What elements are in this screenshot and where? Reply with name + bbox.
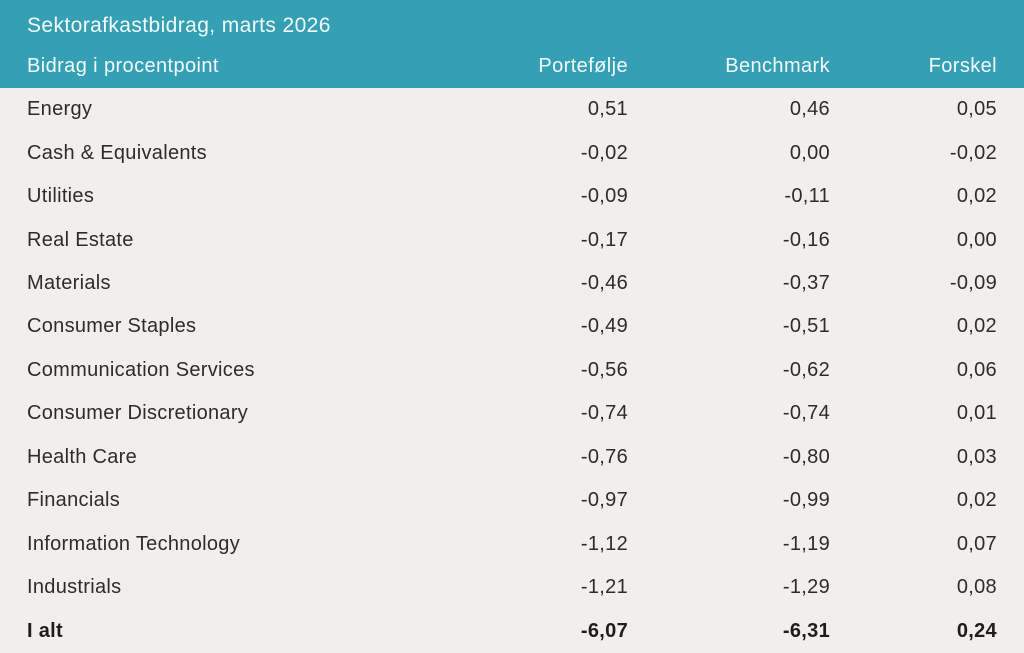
sector-label: Cash & Equivalents — [27, 141, 207, 164]
forskel-value: 0,02 — [956, 185, 997, 208]
column-header-forskel: Forskel — [928, 54, 997, 77]
total-benchmark-value: -6,31 — [782, 619, 830, 642]
benchmark-value: 0,46 — [789, 98, 830, 121]
sector-label: Consumer Staples — [27, 315, 197, 338]
sector-label: Information Technology — [27, 532, 241, 555]
benchmark-value: -0,51 — [782, 315, 830, 338]
sector-label: Materials — [27, 272, 111, 295]
total-row: I alt -6,07 -6,31 0,24 — [0, 609, 1024, 652]
table-row: Financials -0,97 -0,99 0,02 — [0, 479, 1024, 522]
table-row: Materials -0,46 -0,37 -0,09 — [0, 262, 1024, 305]
sector-label: Energy — [27, 98, 93, 121]
forskel-value: 0,01 — [956, 402, 997, 425]
table-row: Health Care -0,76 -0,80 0,03 — [0, 436, 1024, 479]
column-header-benchmark: Benchmark — [725, 54, 830, 77]
table-row: Cash & Equivalents -0,02 0,00 -0,02 — [0, 131, 1024, 174]
forskel-value: -0,09 — [949, 272, 997, 295]
benchmark-value: -1,19 — [782, 532, 830, 555]
portefolje-value: -0,56 — [580, 358, 628, 381]
column-header-row: Bidrag i procentpoint Portefølje Benchma… — [0, 44, 1024, 88]
table-title-row: Sektorafkastbidrag, marts 2026 — [0, 0, 1024, 44]
portefolje-value: 0,51 — [587, 98, 628, 121]
column-header-portefolje: Portefølje — [538, 54, 628, 77]
sector-label: Utilities — [27, 185, 95, 208]
portefolje-value: -1,12 — [580, 532, 628, 555]
portefolje-value: -0,97 — [580, 489, 628, 512]
table-row: Utilities -0,09 -0,11 0,02 — [0, 175, 1024, 218]
forskel-value: 0,06 — [956, 358, 997, 381]
table-row: Energy 0,51 0,46 0,05 — [0, 88, 1024, 131]
benchmark-value: 0,00 — [789, 141, 830, 164]
portefolje-value: -0,46 — [580, 272, 628, 295]
portefolje-value: -0,09 — [580, 185, 628, 208]
benchmark-value: -0,62 — [782, 358, 830, 381]
benchmark-value: -0,37 — [782, 272, 830, 295]
forskel-value: 0,05 — [956, 98, 997, 121]
table-row: Industrials -1,21 -1,29 0,08 — [0, 566, 1024, 609]
sector-label: Industrials — [27, 576, 122, 599]
portefolje-value: -0,74 — [580, 402, 628, 425]
portefolje-value: -0,02 — [580, 141, 628, 164]
benchmark-value: -1,29 — [782, 576, 830, 599]
table-row: Communication Services -0,56 -0,62 0,06 — [0, 349, 1024, 392]
table-header: Sektorafkastbidrag, marts 2026 Bidrag i … — [0, 0, 1024, 88]
table-row: Consumer Discretionary -0,74 -0,74 0,01 — [0, 392, 1024, 435]
sector-label: Financials — [27, 489, 121, 512]
table-body: Energy 0,51 0,46 0,05 Cash & Equivalents… — [0, 88, 1024, 653]
forskel-value: -0,02 — [949, 141, 997, 164]
forskel-value: 0,07 — [956, 532, 997, 555]
forskel-value: 0,03 — [956, 445, 997, 468]
portefolje-value: -0,49 — [580, 315, 628, 338]
benchmark-value: -0,74 — [782, 402, 830, 425]
forskel-value: 0,00 — [956, 228, 997, 251]
benchmark-value: -0,80 — [782, 445, 830, 468]
sector-label: Communication Services — [27, 358, 255, 381]
benchmark-value: -0,16 — [782, 228, 830, 251]
forskel-value: 0,02 — [956, 315, 997, 338]
sector-label: Consumer Discretionary — [27, 402, 249, 425]
total-forskel-value: 0,24 — [956, 619, 997, 642]
forskel-value: 0,08 — [956, 576, 997, 599]
total-portefolje-value: -6,07 — [580, 619, 628, 642]
portefolje-value: -0,76 — [580, 445, 628, 468]
total-label: I alt — [27, 619, 63, 642]
column-header-bidrag: Bidrag i procentpoint — [27, 54, 219, 77]
portefolje-value: -1,21 — [580, 576, 628, 599]
forskel-value: 0,02 — [956, 489, 997, 512]
sector-label: Real Estate — [27, 228, 134, 251]
table-title: Sektorafkastbidrag, marts 2026 — [27, 14, 331, 37]
portefolje-value: -0,17 — [580, 228, 628, 251]
benchmark-value: -0,99 — [782, 489, 830, 512]
sector-label: Health Care — [27, 445, 138, 468]
table-row: Consumer Staples -0,49 -0,51 0,02 — [0, 305, 1024, 348]
table-row: Real Estate -0,17 -0,16 0,00 — [0, 218, 1024, 261]
benchmark-value: -0,11 — [784, 185, 830, 208]
table-row: Information Technology -1,12 -1,19 0,07 — [0, 523, 1024, 566]
